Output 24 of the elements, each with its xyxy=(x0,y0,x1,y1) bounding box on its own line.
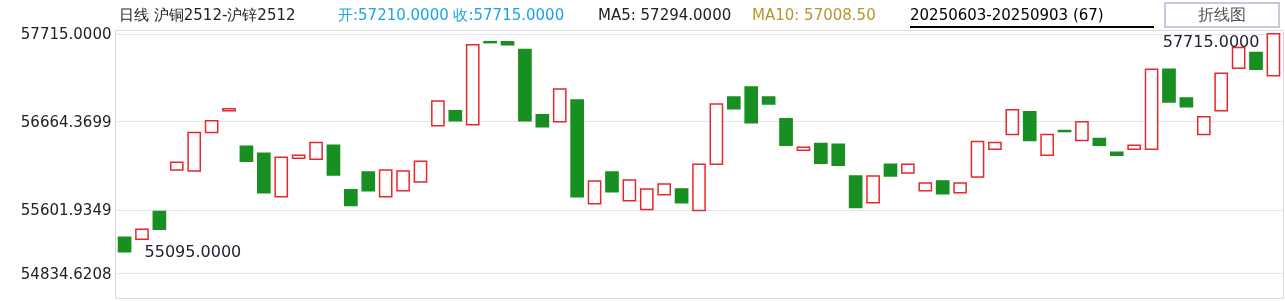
chart-title: 日线 沪铜2512-沪锌2512 xyxy=(119,6,296,24)
candlestick xyxy=(1231,46,1246,70)
candlestick xyxy=(396,170,410,192)
text: MA10: 57008.50 xyxy=(752,6,876,24)
text: 20250603-20250903 (67) xyxy=(910,6,1104,24)
y-tick-label: 56664.3699 xyxy=(20,112,112,131)
y-tick-label: 54834.6208 xyxy=(20,264,112,283)
candlestick xyxy=(361,171,376,192)
text: 折线图 xyxy=(1198,5,1246,24)
candlestick xyxy=(413,160,428,183)
candlestick xyxy=(814,142,828,164)
text: 开:57210.0000 收:57715.0000 xyxy=(338,6,565,24)
candlestick xyxy=(1040,133,1054,157)
y-tick-label: 55601.9349 xyxy=(20,201,112,220)
y-tick-label: 57715.0000 xyxy=(20,25,112,44)
candlestick xyxy=(605,171,619,193)
annotation: 55095.0000 xyxy=(144,241,242,261)
candlestick xyxy=(622,179,637,202)
candlestick xyxy=(831,143,846,166)
candlestick xyxy=(1075,120,1089,142)
candlestick xyxy=(639,188,654,211)
text: MA5: 57294.0000 xyxy=(598,6,732,24)
annotation: 57715.0000 xyxy=(1162,31,1260,51)
candlestick xyxy=(587,180,602,205)
